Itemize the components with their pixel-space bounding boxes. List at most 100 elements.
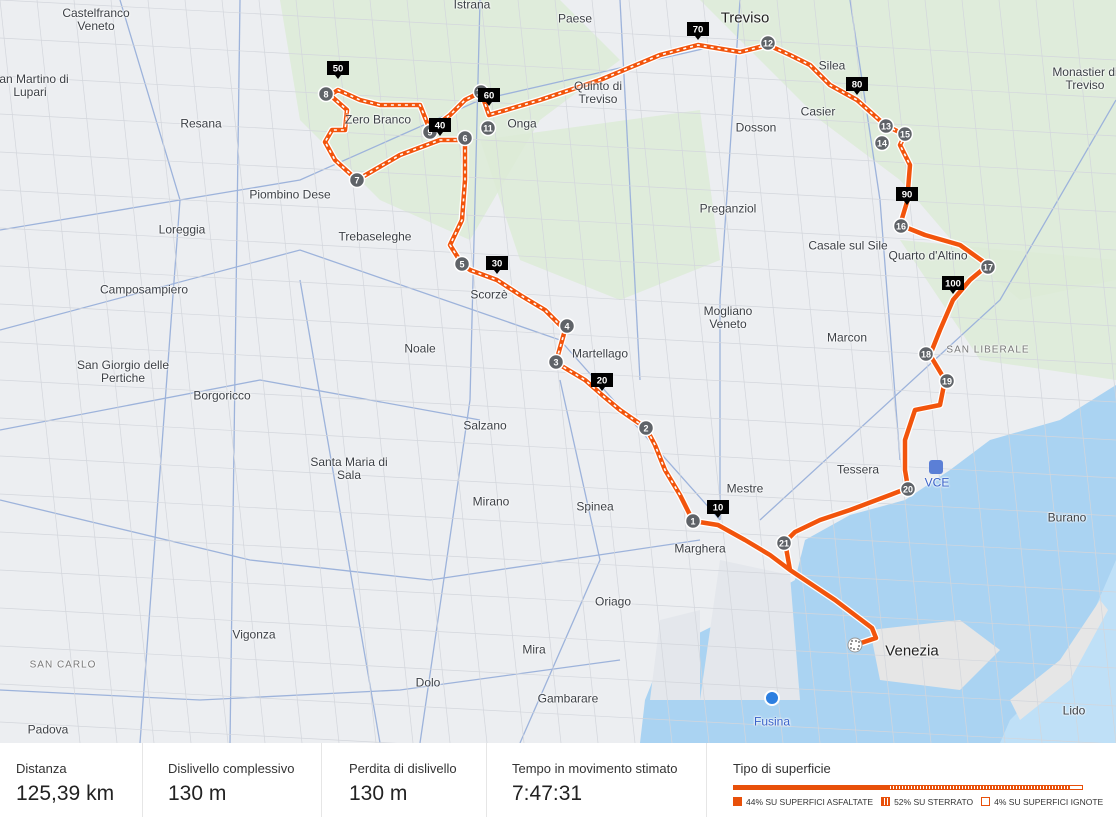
km-marker-label: 20: [597, 376, 608, 387]
place-label: Salzano: [463, 418, 507, 433]
waypoint-marker: [896, 125, 914, 143]
waypoint-marker: [637, 419, 655, 437]
stat-elevation-loss: Perdita di dislivello 130 m: [322, 743, 487, 817]
waypoint-marker: [877, 117, 895, 135]
minor-road: [0, 455, 1116, 517]
waypoint-marker: [979, 258, 997, 276]
minor-road: [0, 493, 1116, 555]
minor-road: [924, 0, 1006, 743]
minor-road: [665, 0, 747, 743]
waypoint-number: 11: [483, 124, 493, 134]
km-marker: [478, 88, 500, 102]
road: [759, 99, 1116, 521]
waypoint-number: 16: [896, 222, 906, 232]
waypoint-marker: [917, 345, 935, 363]
place-label: Noale: [404, 341, 436, 356]
green-area: [480, 110, 720, 300]
place-label: Fusina: [753, 714, 791, 729]
surface-bar: [733, 785, 1083, 790]
stat-label: Distanza: [16, 761, 67, 776]
road: [0, 379, 481, 431]
waypoint-number: 2: [643, 424, 648, 434]
waypoint-marker: [938, 372, 956, 390]
minor-road: [0, 0, 1116, 61]
waypoint-number: 5: [459, 260, 464, 270]
waypoint-number: 21: [779, 539, 789, 549]
minor-road: [36, 0, 118, 743]
place-label: Resana: [180, 116, 222, 131]
surface-title: Tipo di superficie: [733, 761, 831, 776]
place-label: Silea: [818, 58, 846, 73]
km-marker: [707, 500, 729, 514]
km-marker-pointer: [494, 270, 500, 274]
minor-road: [739, 0, 821, 743]
waypoint-number: 8: [323, 90, 328, 100]
place-label: Preganziol: [699, 201, 757, 216]
minor-road: [1072, 0, 1116, 403]
road: [299, 279, 381, 743]
minor-road: [517, 0, 599, 743]
place-label: Quarto d'Altino: [888, 248, 968, 263]
waypoint-marker: [317, 85, 335, 103]
waypoint-number: 18: [921, 350, 931, 360]
waypoint-marker: [456, 129, 474, 147]
minor-road: [0, 113, 1116, 175]
place-label: Quinto di Treviso: [573, 79, 623, 106]
km-marker-label: 90: [902, 190, 913, 201]
place-label: SAN LIBERALE: [946, 344, 1030, 356]
waypoint-number: 14: [877, 139, 887, 149]
minor-road: [887, 0, 969, 743]
route-map[interactable]: 1234567891011121314151617181920211020304…: [0, 0, 1116, 743]
lido-island: [1010, 600, 1108, 720]
surface-type: Tipo di superficie 44% SU SUPERFICI ASFA…: [707, 743, 1116, 817]
road: [0, 499, 701, 581]
road: [619, 0, 641, 381]
route-stats-footer: Distanza 125,39 km Dislivello complessiv…: [0, 743, 1116, 817]
minor-road: [591, 0, 673, 743]
place-label: Castelfranco Veneto: [62, 6, 130, 33]
waypoint-number: 4: [564, 322, 569, 332]
place-label: Padova: [27, 722, 69, 737]
waypoint-marker: [558, 317, 576, 335]
km-marker: [846, 77, 868, 91]
paved-swatch: [733, 797, 742, 806]
minor-road: [0, 569, 1116, 631]
place-label: Mestre: [726, 481, 764, 496]
stat-moving-time: Tempo in movimento stimato 7:47:31: [487, 743, 707, 817]
place-label: Mogliano Veneto: [703, 304, 753, 331]
minor-road: [0, 645, 1116, 707]
place-label: Zero Branco: [344, 112, 412, 127]
minor-road: [0, 265, 1116, 327]
route-unpaved-dashes: [324, 44, 911, 496]
place-label: Gambarare: [537, 691, 599, 706]
km-marker: [687, 22, 709, 36]
minor-road: [0, 531, 1116, 593]
place-label: Dolo: [415, 675, 441, 690]
stat-distance: Distanza 125,39 km: [0, 743, 143, 817]
surface-bar-paved: [733, 785, 887, 790]
legend-unknown: 4% SU SUPERFICI IGNOTE: [981, 797, 1103, 807]
place-label: San Giorgio delle Pertiche: [76, 358, 170, 385]
waypoint-number: 12: [763, 39, 773, 49]
waypoint-marker: [775, 534, 793, 552]
minor-road: [0, 75, 1116, 137]
km-marker-label: 80: [852, 80, 863, 91]
place-label: Loreggia: [158, 222, 206, 237]
road: [0, 659, 621, 701]
stat-elevation-gain: Dislivello complessivo 130 m: [143, 743, 322, 817]
minor-road: [0, 417, 1116, 479]
road: [849, 0, 901, 461]
place-label: Tessera: [836, 462, 880, 477]
place-label: Vigonza: [232, 627, 276, 642]
waypoint-number: 15: [900, 130, 910, 140]
stat-label: Dislivello complessivo: [168, 761, 295, 776]
camera-icon[interactable]: [764, 690, 780, 706]
minor-road: [0, 0, 81, 743]
km-marker-label: 10: [713, 503, 724, 514]
map-canvas[interactable]: 1234567891011121314151617181920211020304…: [0, 0, 1116, 743]
minor-road: [813, 0, 895, 743]
minor-road: [0, 721, 398, 743]
waypoint-number: 20: [903, 485, 913, 495]
minor-road: [0, 607, 1116, 669]
minor-road: [221, 0, 303, 743]
